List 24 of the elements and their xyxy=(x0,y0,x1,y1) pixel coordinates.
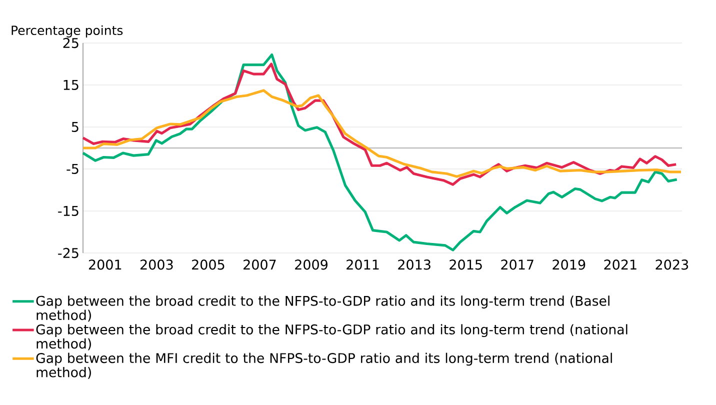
x-tick-label: 2021 xyxy=(604,260,636,270)
x-tick-label: 2011 xyxy=(346,260,379,270)
x-tick-label: 2001 xyxy=(88,260,122,270)
x-tick-label: 2003 xyxy=(140,260,173,270)
legend-label: Gap between the MFI credit to the NFPS-to-GDP ratio and its long-term trend (national method) xyxy=(36,352,612,379)
y-tick-label: -5 xyxy=(66,164,78,174)
legend-label: Gap between the broad credit to the NFPS-to-GDP ratio and its long-term trend (national method) xyxy=(36,324,628,350)
y-tick-label: 5 xyxy=(72,122,78,132)
y-axis-title: Percentage points xyxy=(12,25,123,38)
x-tick-label: 2007 xyxy=(244,260,276,270)
y-tick-label: 15 xyxy=(64,80,78,90)
x-tick-label: 2017 xyxy=(501,260,534,270)
x-tick-label: 2009 xyxy=(295,260,328,270)
x-tick-label: 2023 xyxy=(656,260,688,270)
x-tick-label: 2015 xyxy=(450,260,482,270)
x-tick-label: 2019 xyxy=(552,260,586,270)
x-tick-label: 2013 xyxy=(398,260,430,270)
y-tick-label: -15 xyxy=(58,206,78,216)
y-tick-label: -25 xyxy=(58,248,78,258)
y-tick-label: 25 xyxy=(63,38,78,48)
line-series xyxy=(82,53,678,252)
legend-label: Gap between the broad credit to the NFPS-to-GDP ratio and its long-term trend (Basel method) xyxy=(36,296,610,322)
x-tick-label: 2005 xyxy=(192,260,224,270)
line-series xyxy=(82,89,682,178)
